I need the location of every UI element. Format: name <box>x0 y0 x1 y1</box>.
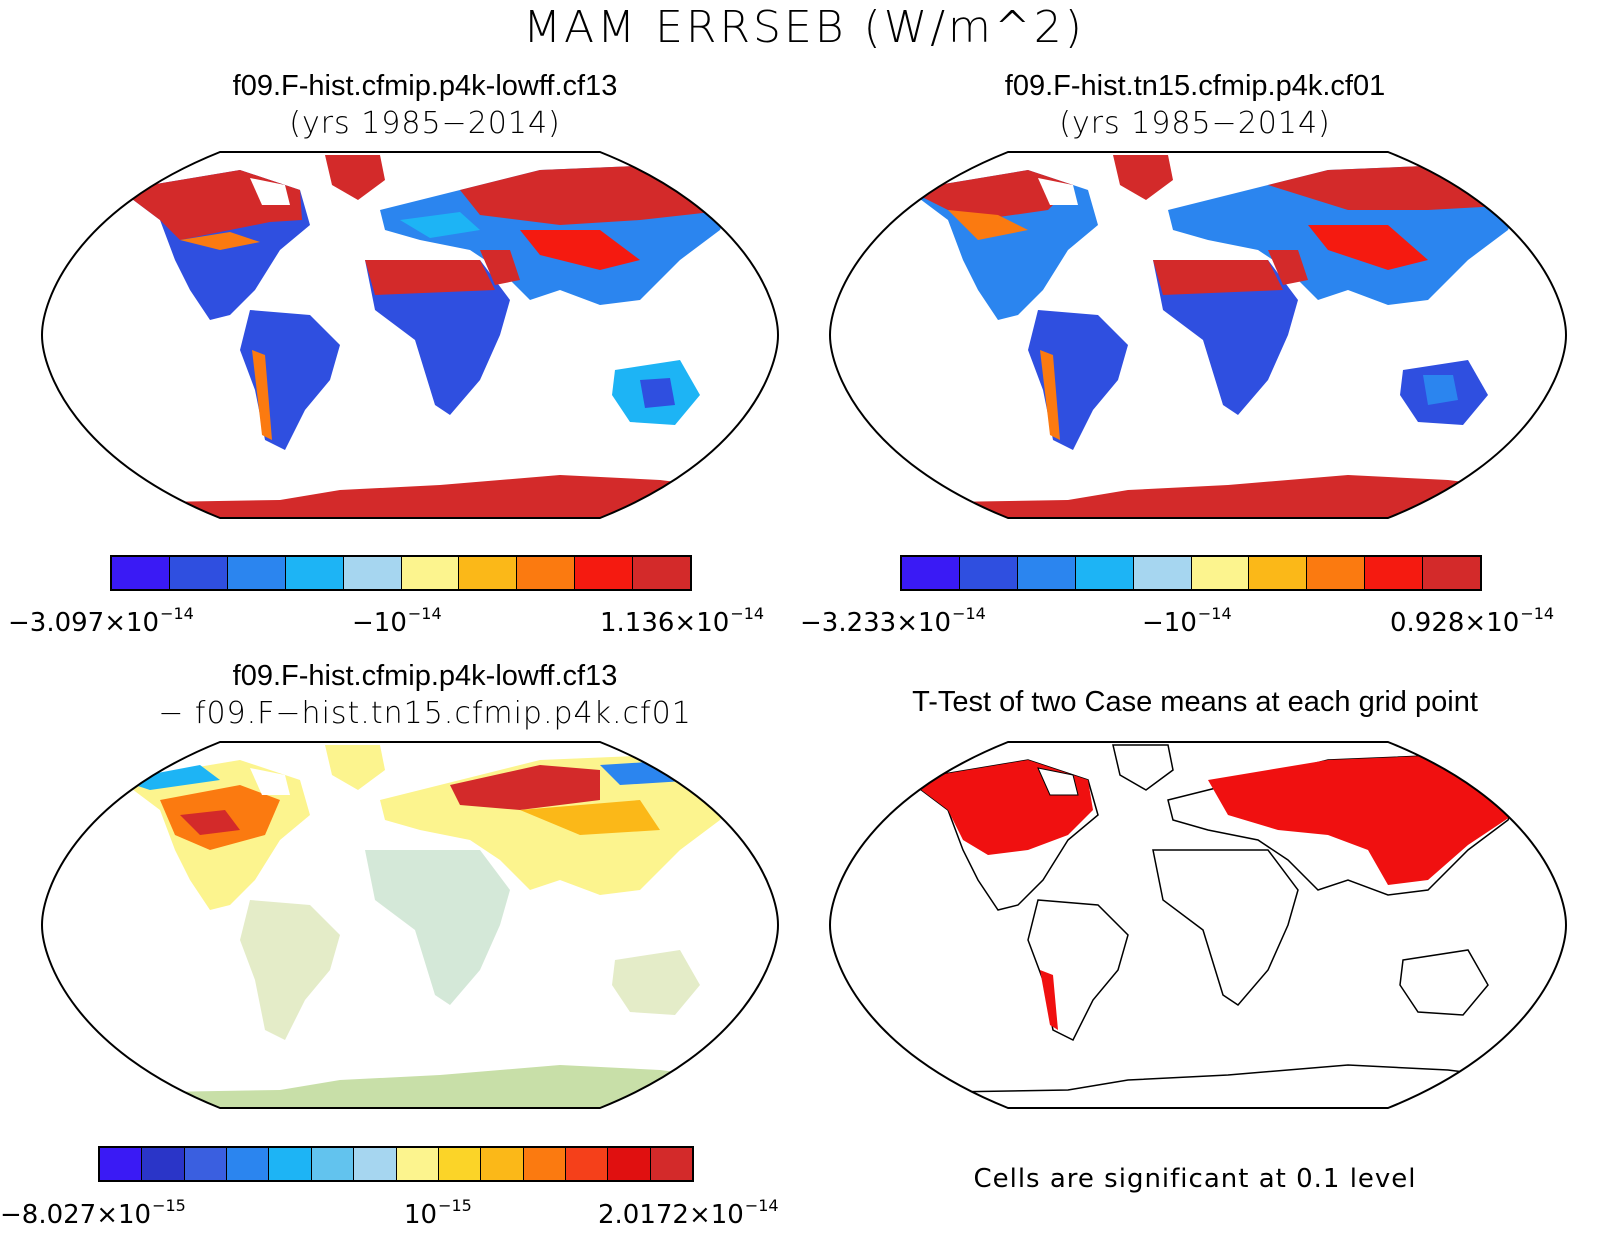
colorbar-panel-1 <box>110 555 692 591</box>
colorbar-label-max: 1.136×10−14 <box>600 604 765 638</box>
panel-4-title: T-Test of two Case means at each grid po… <box>912 686 1478 718</box>
colorbar-swatch <box>112 557 170 589</box>
colorbar-label-min: −3.097×10−14 <box>8 604 194 638</box>
panel-2-title: f09.F-hist.tn15.cfmip.p4k.cf01 <box>1004 70 1386 102</box>
colorbar-swatch <box>285 557 344 589</box>
colorbar-swatch <box>1365 557 1424 589</box>
colorbar-swatch <box>1423 557 1481 589</box>
colorbar-swatch <box>227 1148 270 1180</box>
colorbar-swatch <box>523 1148 566 1180</box>
colorbar-label-mid: −10−14 <box>352 604 442 638</box>
panel-2-subtitle: (yrs 1985−2014) <box>1059 106 1331 141</box>
colorbar-label-mid: 10−15 <box>404 1196 472 1230</box>
map-panel-1 <box>40 151 780 519</box>
colorbar-swatch <box>1133 557 1192 589</box>
colorbar-swatch <box>1307 557 1366 589</box>
colorbar-swatch <box>269 1148 312 1180</box>
colorbar-swatch <box>438 1148 482 1180</box>
colorbar-swatch <box>902 557 960 589</box>
colorbar-swatch <box>396 1148 439 1180</box>
colorbar-swatch <box>1249 557 1308 589</box>
colorbar-swatch <box>227 557 286 589</box>
colorbar-swatch <box>184 1148 228 1180</box>
colorbar-panel-2 <box>900 555 1482 591</box>
colorbar-swatch <box>517 557 576 589</box>
map-panel-3 <box>40 741 780 1109</box>
colorbar-label-min: −8.027×10−15 <box>0 1196 186 1230</box>
colorbar-swatch <box>959 557 1018 589</box>
panel-1-subtitle: (yrs 1985−2014) <box>289 106 561 141</box>
panel-1-title: f09.F-hist.cfmip.p4k-lowff.cf13 <box>232 70 618 102</box>
colorbar-label-max: 0.928×10−14 <box>1390 604 1555 638</box>
colorbar-label-min: −3.233×10−14 <box>800 604 986 638</box>
panel-3-title: f09.F-hist.cfmip.p4k-lowff.cf13 <box>232 660 618 692</box>
colorbar-label-mid: −10−14 <box>1142 604 1232 638</box>
colorbar-swatch <box>459 557 518 589</box>
colorbar-swatch <box>650 1148 693 1180</box>
colorbar-swatch <box>1017 557 1076 589</box>
colorbar-swatch <box>311 1148 355 1180</box>
colorbar-swatch <box>142 1148 185 1180</box>
colorbar-swatch <box>633 557 691 589</box>
colorbar-label-max: 2.0172×10−14 <box>598 1196 779 1230</box>
africa-shape <box>365 260 510 415</box>
colorbar-panel-3 <box>98 1146 694 1182</box>
panel-3-subtitle: − f09.F−hist.tn15.cfmip.p4k.cf01 <box>158 696 692 731</box>
map-panel-4 <box>828 741 1568 1109</box>
colorbar-swatch <box>608 1148 651 1180</box>
colorbar-swatch <box>343 557 402 589</box>
map-panel-2 <box>828 151 1568 519</box>
colorbar-swatch <box>575 557 634 589</box>
colorbar-swatch <box>565 1148 609 1180</box>
colorbar-swatch <box>1075 557 1134 589</box>
colorbar-swatch <box>100 1148 143 1180</box>
colorbar-swatch <box>354 1148 397 1180</box>
colorbar-swatch <box>401 557 460 589</box>
colorbar-swatch <box>169 557 228 589</box>
significance-note: Cells are significant at 0.1 level <box>973 1164 1417 1194</box>
colorbar-swatch <box>481 1148 524 1180</box>
colorbar-swatch <box>1191 557 1250 589</box>
figure-title: MAM ERRSEB (W/m^2) <box>523 2 1085 53</box>
